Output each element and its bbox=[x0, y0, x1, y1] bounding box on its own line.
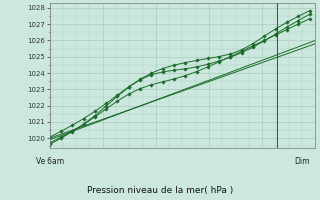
Text: Dim: Dim bbox=[295, 157, 310, 166]
Text: Pression niveau de la mer( hPa ): Pression niveau de la mer( hPa ) bbox=[87, 186, 233, 195]
Text: Ve 6am: Ve 6am bbox=[36, 157, 64, 166]
